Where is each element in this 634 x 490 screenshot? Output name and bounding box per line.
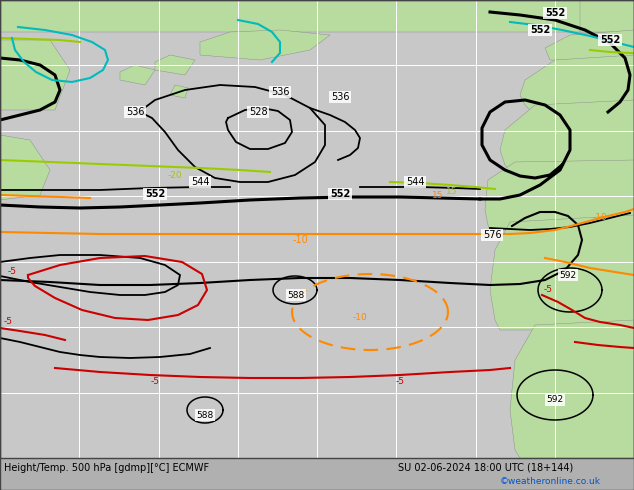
Text: 552: 552 bbox=[145, 189, 165, 199]
Polygon shape bbox=[580, 0, 634, 32]
Polygon shape bbox=[520, 55, 634, 110]
Text: 588: 588 bbox=[197, 411, 214, 419]
Polygon shape bbox=[0, 135, 50, 200]
Polygon shape bbox=[0, 40, 70, 110]
Text: -10: -10 bbox=[292, 235, 308, 245]
Text: 552: 552 bbox=[330, 189, 350, 199]
Text: -5: -5 bbox=[8, 268, 16, 276]
Text: 592: 592 bbox=[547, 395, 564, 405]
Text: 588: 588 bbox=[287, 291, 304, 299]
Text: Height/Temp. 500 hPa [gdmp][°C] ECMWF: Height/Temp. 500 hPa [gdmp][°C] ECMWF bbox=[4, 463, 209, 473]
Polygon shape bbox=[490, 215, 634, 330]
Text: -5: -5 bbox=[396, 377, 404, 387]
Text: 592: 592 bbox=[559, 270, 576, 279]
Text: 15: 15 bbox=[446, 188, 458, 196]
Polygon shape bbox=[510, 320, 634, 458]
Text: 536: 536 bbox=[126, 107, 145, 117]
Text: 15: 15 bbox=[432, 191, 444, 199]
Text: -20: -20 bbox=[167, 171, 183, 179]
Text: 536: 536 bbox=[331, 92, 349, 102]
Text: 552: 552 bbox=[600, 35, 620, 45]
Text: -5: -5 bbox=[150, 377, 160, 387]
Text: 536: 536 bbox=[271, 87, 289, 97]
Text: 528: 528 bbox=[249, 107, 268, 117]
Text: 544: 544 bbox=[406, 177, 424, 187]
Text: ©weatheronline.co.uk: ©weatheronline.co.uk bbox=[500, 477, 601, 487]
Text: -5: -5 bbox=[543, 286, 552, 294]
Text: -5: -5 bbox=[4, 318, 13, 326]
Text: -10: -10 bbox=[353, 314, 367, 322]
Polygon shape bbox=[0, 0, 634, 32]
Text: 552: 552 bbox=[530, 25, 550, 35]
Polygon shape bbox=[155, 55, 195, 75]
Polygon shape bbox=[485, 160, 634, 230]
Polygon shape bbox=[120, 65, 155, 85]
Text: SU 02-06-2024 18:00 UTC (18+144): SU 02-06-2024 18:00 UTC (18+144) bbox=[398, 463, 573, 473]
Polygon shape bbox=[200, 30, 330, 60]
Text: 576: 576 bbox=[482, 230, 501, 240]
Polygon shape bbox=[170, 85, 188, 98]
Text: 544: 544 bbox=[191, 177, 209, 187]
Bar bbox=[0, 458, 634, 490]
Text: -10: -10 bbox=[593, 214, 607, 222]
Text: 552: 552 bbox=[545, 8, 565, 18]
Polygon shape bbox=[500, 100, 634, 170]
Polygon shape bbox=[545, 30, 634, 60]
